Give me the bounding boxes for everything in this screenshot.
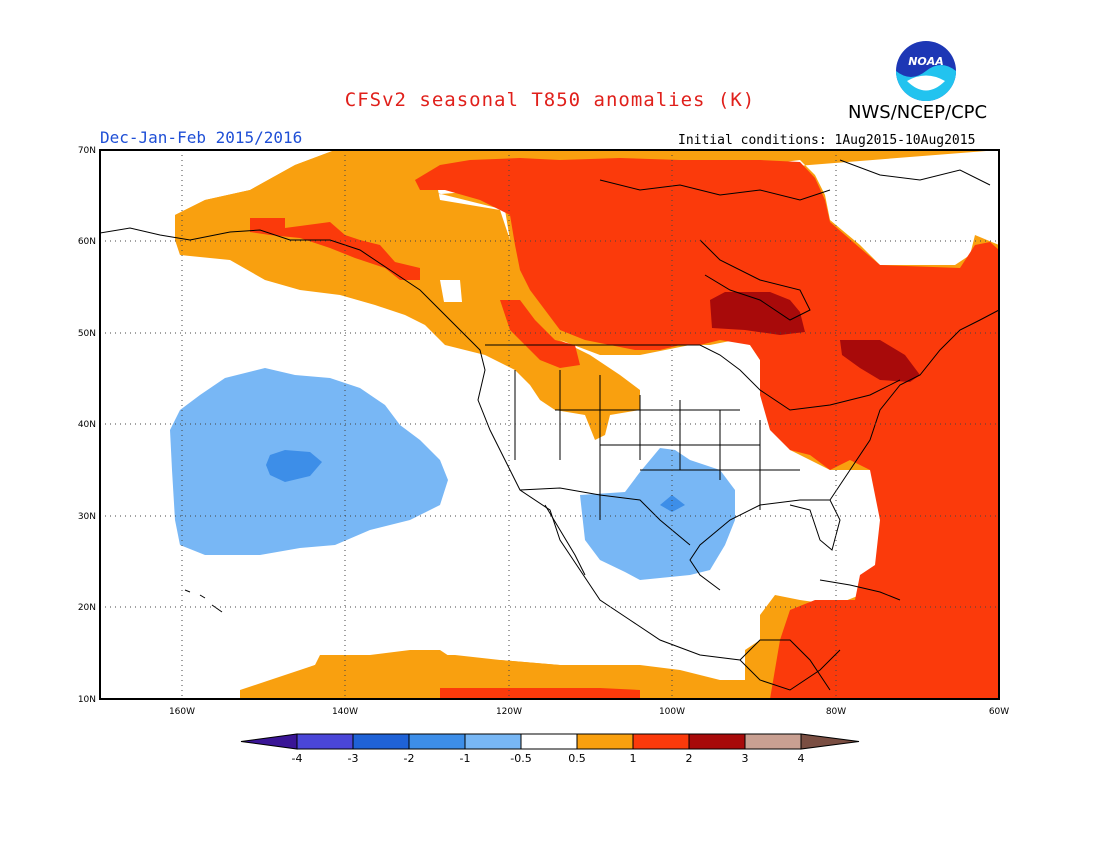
- us-mexico-border: [519, 487, 691, 546]
- colorbar-swatch: [464, 733, 522, 750]
- lon-labels: 160W 140W 120W 100W 80W 60W: [169, 707, 1009, 717]
- lon-label: 80W: [826, 707, 846, 717]
- colorbar-label: -4: [292, 752, 303, 765]
- noaa-logo-text: NOAA: [908, 55, 944, 68]
- gulf-coast: [689, 499, 841, 591]
- lat-label: 20N: [78, 603, 96, 613]
- colorbar-swatch: [352, 733, 410, 750]
- colorbar-swatch: [296, 733, 354, 750]
- anomaly-red-alaska: [250, 218, 420, 280]
- lat-label: 50N: [78, 329, 96, 339]
- colorbar-swatch: [576, 733, 634, 750]
- anomaly-red-main: [415, 158, 999, 699]
- noaa-logo: NOAA: [895, 40, 957, 106]
- arctic-islands: [599, 179, 831, 201]
- lon-label: 60W: [989, 707, 1009, 717]
- state-lines: [514, 370, 800, 520]
- colorbar-label: 2: [686, 752, 693, 765]
- agency-label: NWS/NCEP/CPC: [848, 102, 988, 123]
- colorbar-label: 0.5: [568, 752, 586, 765]
- map-title: CFSv2 seasonal T850 anomalies (K): [344, 89, 756, 111]
- lat-label: 70N: [78, 146, 96, 156]
- anomaly-shading: [170, 150, 999, 699]
- colorbar-label: -1: [460, 752, 471, 765]
- cuba: [819, 579, 901, 601]
- lat-label: 10N: [78, 695, 96, 705]
- colorbar-label: 1: [630, 752, 637, 765]
- baja: [544, 504, 586, 576]
- colorbar-label: 3: [742, 752, 749, 765]
- anomaly-white-bc: [440, 280, 462, 302]
- lon-label: 140W: [332, 707, 358, 717]
- colorbar-swatch: [688, 733, 746, 750]
- colorbar-label: -3: [348, 752, 359, 765]
- lon-label: 120W: [496, 707, 522, 717]
- hawaii: [184, 589, 223, 613]
- anomaly-lightblue-texas: [580, 448, 735, 580]
- lat-label: 40N: [78, 420, 96, 430]
- map-frame: [99, 149, 1000, 700]
- initial-conditions-label: Initial conditions: 1Aug2015-10Aug2015: [678, 133, 976, 148]
- lat-labels: 70N 60N 50N 40N 30N 20N 10N: [78, 146, 96, 705]
- hudson-bay: [699, 239, 811, 321]
- anomaly-red-west: [500, 300, 580, 368]
- anomaly-blue-texas: [660, 495, 685, 512]
- colorbar-swatch: [520, 733, 578, 750]
- coastlines: [100, 159, 999, 691]
- colorbar-swatch: [744, 733, 802, 750]
- anomaly-darkred-hudson: [710, 292, 805, 335]
- lon-label: 160W: [169, 707, 195, 717]
- central-america: [739, 639, 831, 691]
- lat-label: 30N: [78, 512, 96, 522]
- colorbar: [240, 733, 860, 750]
- anomaly-orange-south: [240, 650, 745, 699]
- anomaly-red-south: [440, 688, 640, 699]
- east-coast: [829, 309, 999, 501]
- colorbar-label: -2: [404, 752, 415, 765]
- colorbar-arrow-low: [240, 733, 298, 750]
- anomaly-darkred-quebec: [840, 340, 920, 382]
- colorbar-label: -0.5: [510, 752, 531, 765]
- colorbar-arrow-high: [800, 733, 860, 750]
- anomaly-blue-pacific: [266, 450, 322, 482]
- greenland: [839, 159, 991, 186]
- colorbar-swatch: [632, 733, 690, 750]
- colorbar-swatch: [408, 733, 466, 750]
- lon-label: 100W: [659, 707, 685, 717]
- colorbar-label: 4: [798, 752, 805, 765]
- lat-label: 60N: [78, 237, 96, 247]
- alaska-coast: [100, 227, 841, 691]
- colorbar-labels: -4 -3 -2 -1 -0.5 0.5 1 2 3 4: [292, 752, 805, 765]
- season-label: Dec-Jan-Feb 2015/2016: [100, 128, 303, 147]
- anomaly-orange-nw: [175, 150, 640, 440]
- us-canada-border: [485, 344, 901, 411]
